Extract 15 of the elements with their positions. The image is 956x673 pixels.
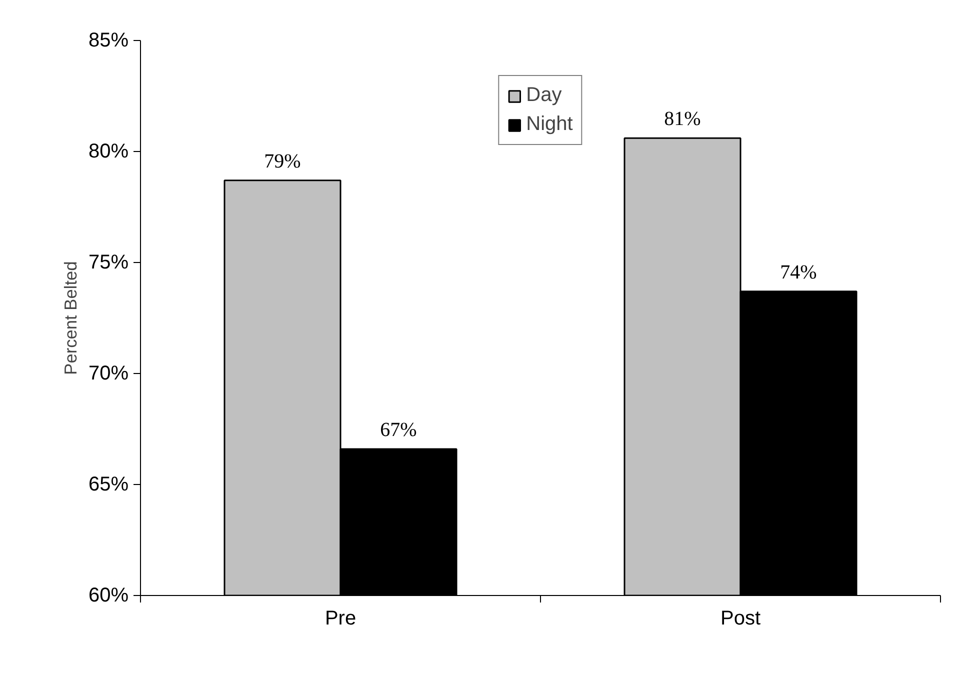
data-label: 81% [664, 108, 701, 130]
data-label: 79% [264, 150, 301, 172]
x-tick-label: Pre [324, 608, 356, 630]
y-tick-label: 85% [88, 30, 129, 52]
y-tick-label: 80% [88, 140, 129, 162]
legend-label: Night [526, 113, 573, 136]
y-tick-label: 70% [88, 362, 129, 384]
y-tick-label: 75% [88, 252, 129, 274]
y-axis-title: Percent Belted [60, 261, 80, 375]
y-tick-label: 60% [88, 584, 129, 606]
x-tick-label: Post [720, 608, 761, 630]
data-label: 74% [780, 261, 817, 284]
legend-label: Day [526, 84, 562, 107]
data-label: 67% [380, 418, 417, 441]
y-tick-label: 65% [88, 474, 129, 496]
